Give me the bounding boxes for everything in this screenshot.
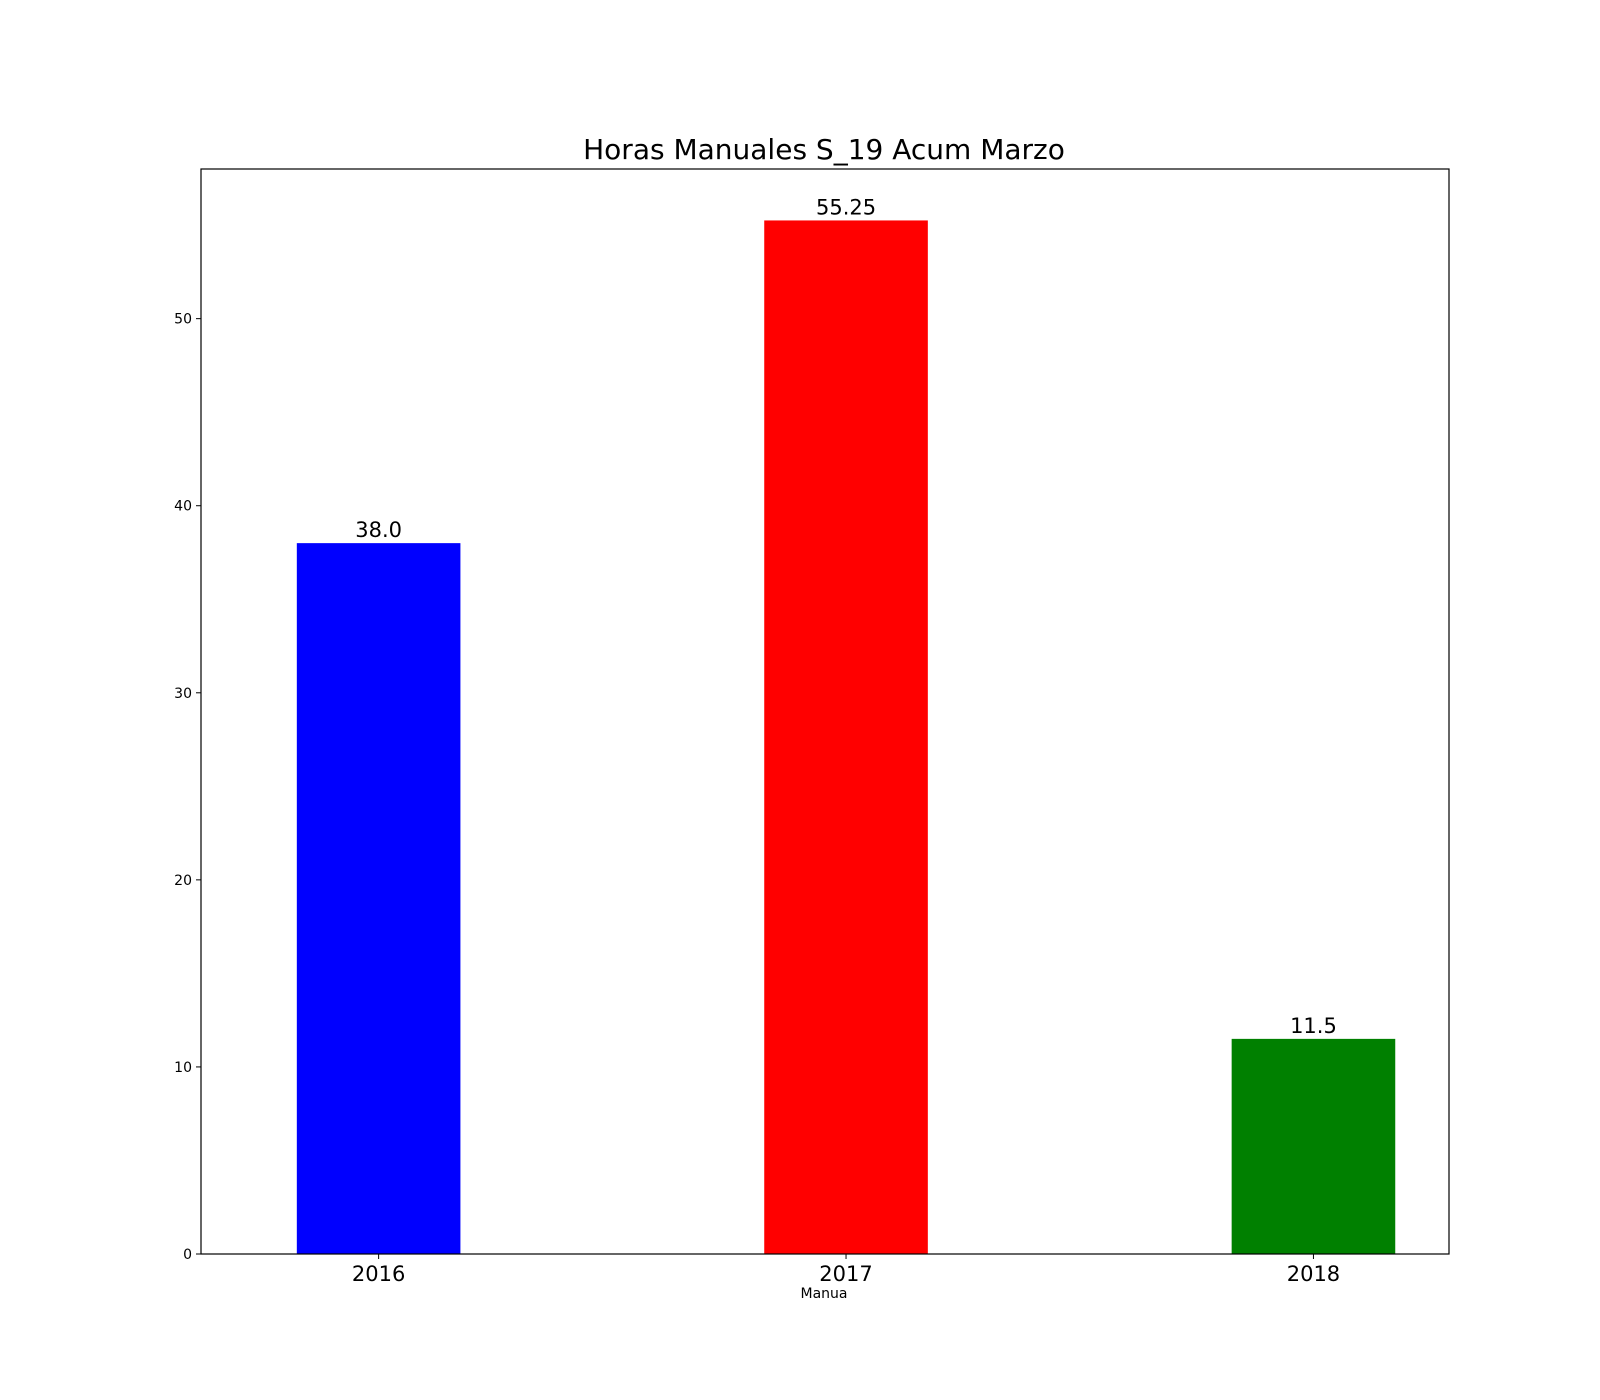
y-tick-label-20: 20 xyxy=(174,873,192,889)
value-labels-layer: 38.0 55.25 11.5 xyxy=(355,195,1337,1037)
x-axis-label: Manua xyxy=(801,1286,848,1302)
y-tick-label-0: 0 xyxy=(183,1247,192,1263)
bar-2016 xyxy=(296,543,461,1254)
y-tick-label-30: 30 xyxy=(174,686,192,702)
bar-2017 xyxy=(764,220,928,1254)
y-tick-label-40: 40 xyxy=(174,499,192,515)
y-tick-label-50: 50 xyxy=(174,312,192,328)
bar-value-label-2016: 38.0 xyxy=(355,518,402,542)
x-tick-label-2018: 2018 xyxy=(1287,1262,1340,1286)
bar-2018 xyxy=(1231,1038,1396,1254)
x-tick-label-2017: 2017 xyxy=(819,1262,872,1286)
x-tick-label-2016: 2016 xyxy=(352,1262,405,1286)
chart-title: Horas Manuales S_19 Acum Marzo xyxy=(583,133,1065,166)
y-axis: 0 10 20 30 40 50 xyxy=(174,312,201,1263)
y-tick-label-10: 10 xyxy=(174,1060,192,1076)
bar-value-label-2017: 55.25 xyxy=(816,195,876,219)
x-axis: 2016 2017 2018 xyxy=(352,1254,1340,1286)
bar-value-label-2018: 11.5 xyxy=(1290,1014,1337,1038)
plot-area-frame xyxy=(200,168,1450,1255)
bars-layer xyxy=(296,220,1396,1254)
